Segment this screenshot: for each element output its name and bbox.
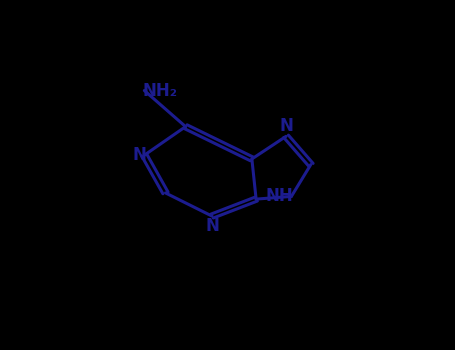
Text: N: N [132, 146, 146, 164]
Text: N: N [205, 217, 219, 236]
Text: NH: NH [265, 187, 293, 205]
Text: NH₂: NH₂ [142, 82, 177, 99]
Text: N: N [279, 117, 293, 135]
